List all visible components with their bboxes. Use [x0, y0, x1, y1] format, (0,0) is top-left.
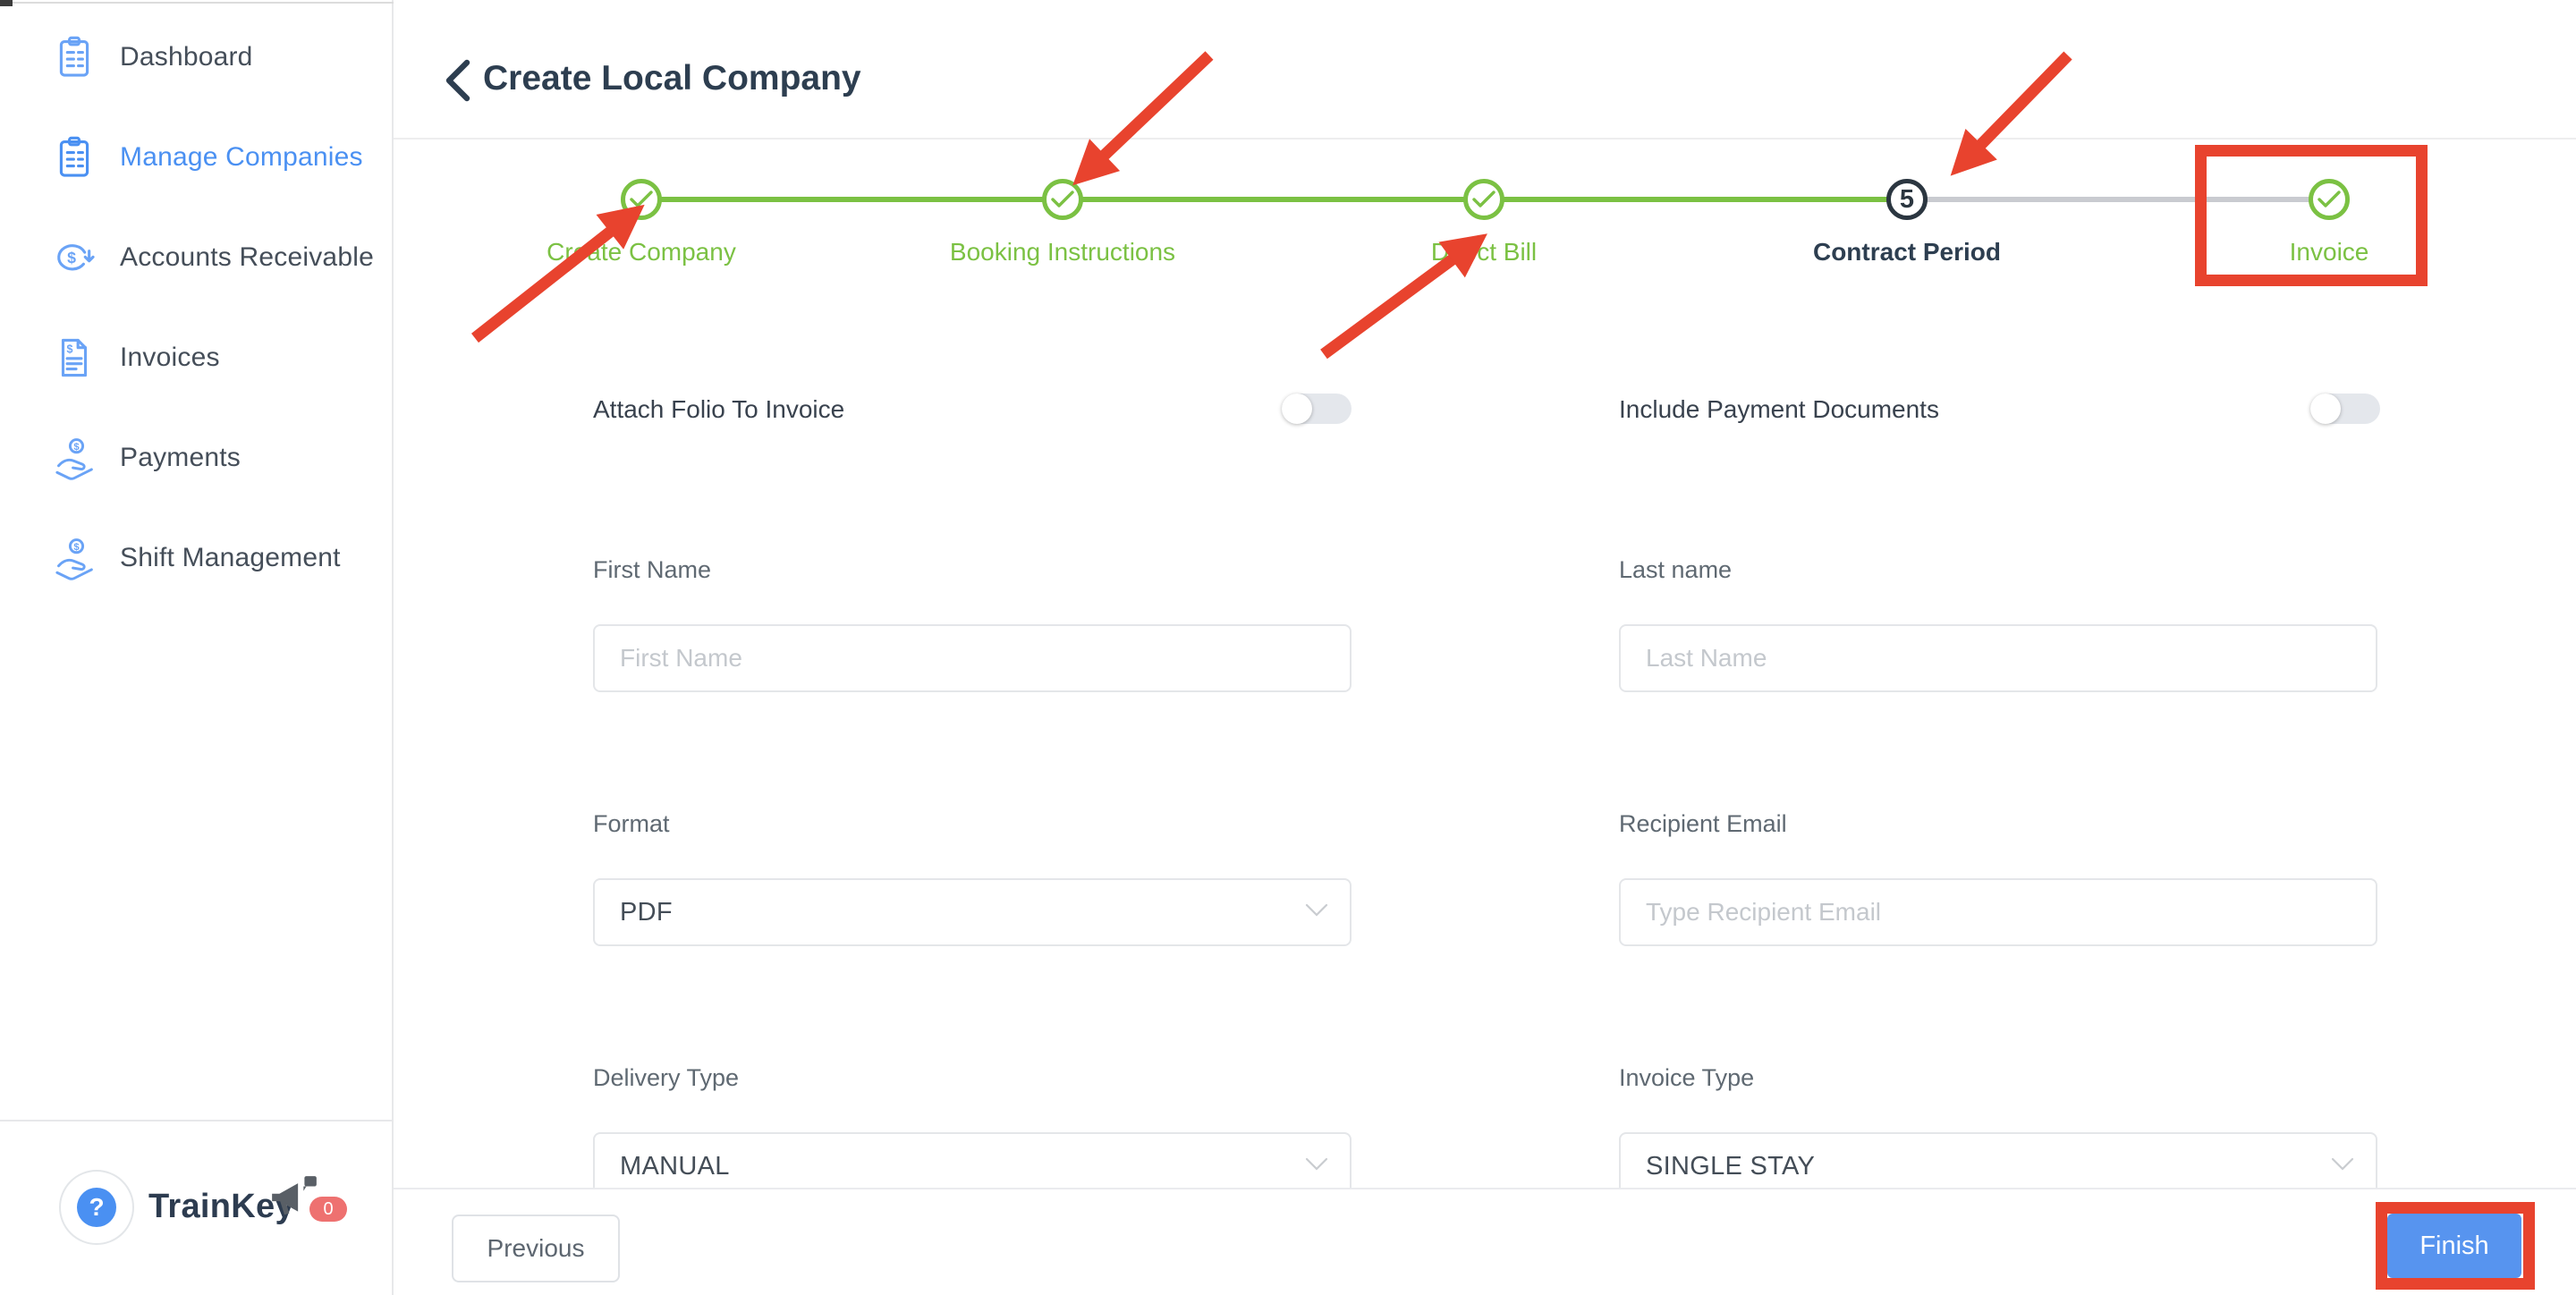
format-select[interactable]: PDF [593, 878, 1352, 946]
window-top-edge [0, 2, 394, 4]
invoice-type-select-value: SINGLE STAY [1646, 1151, 1816, 1181]
attach-folio-toggle-label: Attach Folio To Invoice [593, 395, 845, 423]
sidebar: Dashboard Manage Companies Accounts Rece… [0, 0, 394, 1295]
brand-logo-text: TrainKey [148, 1188, 294, 1225]
dollar-circle-icon [52, 235, 97, 280]
last-name-label: Last name [1619, 556, 1733, 583]
footer-action-bar: Previous Finish [394, 1188, 2576, 1295]
check-icon [630, 190, 653, 207]
step-label-contract-period[interactable]: Contract Period [1812, 238, 2002, 266]
page-title: Create Local Company [483, 59, 861, 97]
sidebar-nav: Dashboard Manage Companies Accounts Rece… [0, 7, 392, 608]
invoice-doc-icon [52, 335, 97, 380]
sidebar-item-shift-management[interactable]: Shift Management [0, 508, 392, 608]
annotation-box-finish-button: Finish [2376, 1202, 2535, 1290]
page-header [394, 0, 2576, 140]
delivery-type-label: Delivery Type [593, 1064, 740, 1091]
check-icon [1472, 190, 1496, 207]
include-payment-docs-toggle[interactable] [2310, 394, 2380, 424]
sidebar-item-label: Shift Management [120, 543, 341, 572]
step-label-booking-instructions[interactable]: Booking Instructions [949, 238, 1176, 266]
back-chevron-button[interactable] [440, 59, 476, 102]
first-name-input[interactable] [593, 624, 1352, 692]
step-label-invoice[interactable]: Invoice [2289, 238, 2369, 266]
toggle-knob [1282, 394, 1312, 424]
step-circle-create-company[interactable] [621, 179, 662, 220]
toggle-knob [2310, 394, 2341, 424]
format-label: Format [593, 810, 670, 837]
delivery-type-select-value: MANUAL [620, 1151, 730, 1181]
sidebar-item-payments[interactable]: Payments [0, 408, 392, 508]
screenshot-corner-artifact [0, 0, 13, 6]
last-name-input[interactable] [1619, 624, 2377, 692]
sidebar-footer [0, 1120, 394, 1295]
sidebar-item-label: Invoices [120, 343, 220, 372]
first-name-label: First Name [593, 556, 712, 583]
previous-button[interactable]: Previous [452, 1215, 620, 1282]
recipient-email-label: Recipient Email [1619, 810, 1787, 837]
step-circle-contract-period[interactable]: 5 [1886, 179, 1928, 220]
step-circle-booking-instructions[interactable] [1042, 179, 1083, 220]
check-icon [1051, 190, 1074, 207]
sidebar-item-label: Payments [120, 443, 241, 472]
stepper-line-pending [1907, 197, 2329, 202]
step-number: 5 [1899, 184, 1915, 214]
step-circle-invoice[interactable] [2309, 179, 2350, 220]
sidebar-item-invoices[interactable]: Invoices [0, 308, 392, 408]
chevron-down-icon [2331, 1157, 2354, 1172]
finish-button[interactable]: Finish [2387, 1214, 2521, 1278]
chevron-down-icon [1305, 1157, 1328, 1172]
chevron-down-icon [1305, 903, 1328, 918]
check-icon [2318, 190, 2341, 207]
sidebar-item-label: Dashboard [120, 42, 253, 72]
clipboard-icon [52, 35, 97, 80]
hand-coin-icon [52, 436, 97, 480]
clipboard-icon [52, 135, 97, 180]
header-divider [394, 138, 2576, 140]
hand-coin-icon [52, 536, 97, 580]
step-label-direct-bill[interactable]: Direct Bill [1430, 238, 1538, 266]
invoice-type-label: Invoice Type [1619, 1064, 1755, 1091]
format-select-value: PDF [620, 897, 673, 927]
sidebar-item-accounts-receivable[interactable]: Accounts Receivable [0, 207, 392, 308]
recipient-email-input[interactable] [1619, 878, 2377, 946]
stepper-line-completed [641, 197, 1907, 202]
question-mark-icon: ? [77, 1188, 116, 1227]
sidebar-item-label: Manage Companies [120, 142, 363, 172]
help-button[interactable]: ? [59, 1170, 134, 1245]
sidebar-item-label: Accounts Receivable [120, 242, 374, 272]
attach-folio-toggle[interactable] [1282, 394, 1352, 424]
arrow-to-create-company-step [470, 204, 645, 343]
step-label-create-company[interactable]: Create Company [547, 238, 736, 266]
sidebar-item-dashboard[interactable]: Dashboard [0, 7, 392, 107]
notification-badge: 0 [309, 1197, 347, 1222]
megaphone-icon[interactable] [268, 1173, 320, 1225]
step-circle-direct-bill[interactable] [1463, 179, 1504, 220]
sidebar-item-manage-companies[interactable]: Manage Companies [0, 107, 392, 207]
include-payment-docs-toggle-label: Include Payment Documents [1619, 395, 1939, 423]
